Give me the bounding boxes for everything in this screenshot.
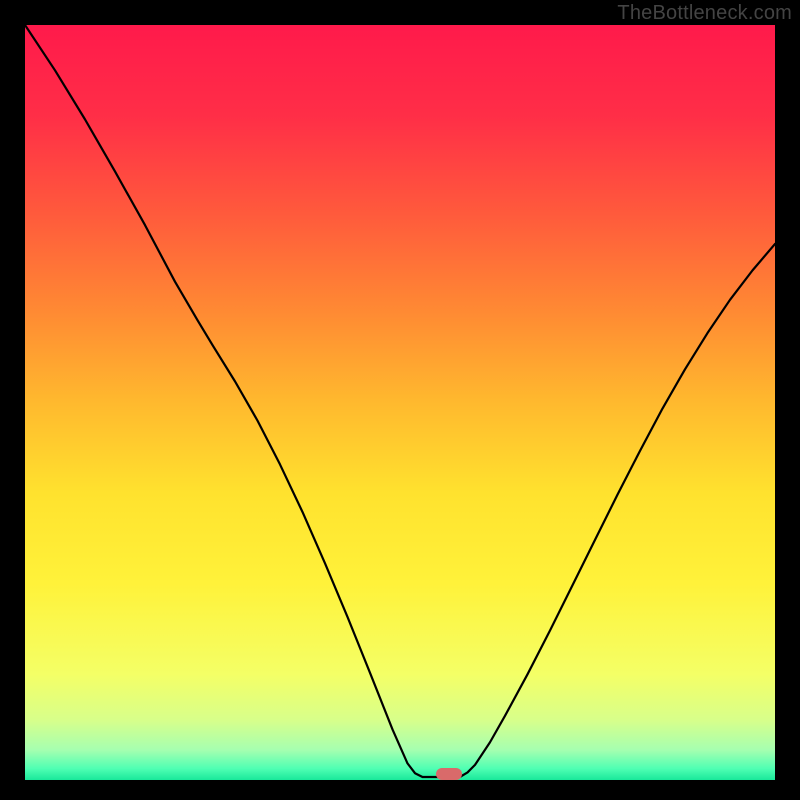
curve-path: [25, 25, 775, 777]
bottleneck-curve: [25, 25, 775, 780]
watermark-text: TheBottleneck.com: [617, 2, 792, 25]
plot-area: [25, 25, 775, 780]
optimal-marker: [436, 768, 462, 780]
chart-container: TheBottleneck.com: [0, 0, 800, 800]
